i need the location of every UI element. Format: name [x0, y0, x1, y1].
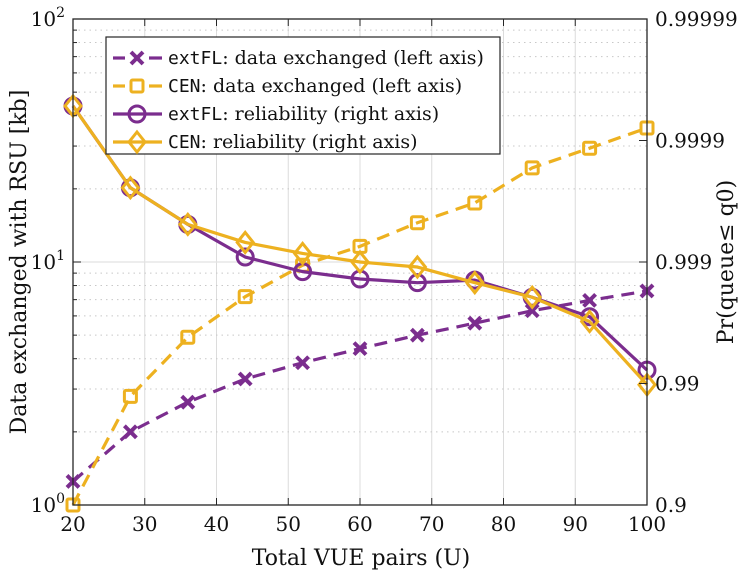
data-point-square-marker — [129, 78, 145, 94]
legend-entry: extFL: reliability (right axis) — [113, 103, 439, 125]
x-tick-labels: 20 30 40 50 60 70 80 90 100 — [60, 512, 666, 536]
ticks — [72, 18, 648, 506]
x-tick-label: 20 — [60, 512, 85, 536]
legend-label: CEN: reliability (right axis) — [168, 131, 418, 153]
right-tick-label: 0.99 — [655, 372, 700, 396]
x-tick-label: 70 — [419, 512, 444, 536]
legend-entry: CEN: reliability (right axis) — [113, 129, 418, 155]
data-point-square-marker — [122, 388, 138, 404]
x-tick-label: 40 — [204, 512, 229, 536]
data-point-x-marker — [122, 424, 138, 440]
data-point-square-marker — [409, 215, 425, 231]
data-point-diamond-marker — [579, 309, 600, 334]
legend-label: CEN: data exchanged (left axis) — [168, 75, 462, 97]
series-layer — [63, 93, 657, 513]
data-point-circle-marker — [127, 104, 147, 124]
left-tick-label: 100 — [31, 491, 65, 517]
x-tick-label: 30 — [132, 512, 157, 536]
legend-entry: extFL: data exchanged (left axis) — [113, 47, 484, 69]
legend-label: extFL: data exchanged (left axis) — [168, 47, 484, 69]
data-point-x-marker — [352, 341, 368, 357]
data-point-diamond-marker — [292, 241, 313, 266]
legend-box — [105, 36, 501, 155]
data-point-x-marker — [129, 50, 145, 66]
right-tick-label: 0.99999 — [655, 7, 738, 31]
data-point-diamond-marker — [235, 230, 256, 255]
data-point-x-marker — [582, 292, 598, 308]
data-point-x-marker — [180, 394, 196, 410]
x-tick-label: 60 — [347, 512, 372, 536]
data-point-square-marker — [180, 329, 196, 345]
data-point-x-marker — [409, 327, 425, 343]
series-0 — [65, 283, 655, 489]
x-axis-label: Total VUE pairs (U) — [252, 546, 470, 571]
left-tick-label: 102 — [31, 5, 65, 31]
data-point-x-marker — [467, 315, 483, 331]
data-point-diamond-marker — [522, 284, 543, 310]
x-tick-label: 90 — [563, 512, 588, 536]
data-point-diamond-marker — [350, 249, 370, 275]
right-tick-label: 0.9999 — [655, 129, 725, 153]
data-point-diamond-marker — [177, 211, 198, 237]
left-axis-label: Data exchanged with RSU [kb] — [7, 90, 32, 435]
right-tick-labels: 0.9 0.99 0.999 0.9999 0.99999 — [655, 7, 738, 517]
series-line — [71, 126, 648, 506]
data-point-diamond-marker — [127, 129, 147, 155]
data-point-x-marker — [237, 371, 253, 387]
legend: extFL: data exchanged (left axis) CEN: da… — [105, 36, 501, 155]
legend-entry: CEN: data exchanged (left axis) — [113, 75, 462, 97]
right-axis-label: Pr(queue≤ q0) — [714, 180, 739, 344]
x-tick-label: 100 — [628, 512, 666, 536]
right-tick-label: 0.999 — [655, 250, 712, 274]
data-point-diamond-marker — [464, 270, 485, 296]
data-point-circle-marker — [235, 247, 255, 267]
data-point-square-marker — [582, 140, 598, 156]
left-tick-label: 101 — [31, 248, 65, 274]
data-point-x-marker — [524, 303, 540, 319]
data-point-square-marker — [467, 195, 483, 211]
left-tick-labels: 100 101 102 — [31, 5, 65, 517]
data-point-diamond-marker — [407, 254, 428, 280]
legend-label: extFL: reliability (right axis) — [168, 103, 439, 125]
data-point-square-marker — [524, 160, 540, 176]
series-line — [71, 105, 649, 386]
data-point-square-marker — [237, 289, 253, 305]
x-tick-label: 50 — [276, 512, 301, 536]
x-tick-label: 80 — [491, 512, 516, 536]
data-point-x-marker — [295, 355, 311, 371]
right-tick-label: 0.9 — [655, 493, 687, 517]
data-point-diamond-marker — [120, 175, 141, 201]
